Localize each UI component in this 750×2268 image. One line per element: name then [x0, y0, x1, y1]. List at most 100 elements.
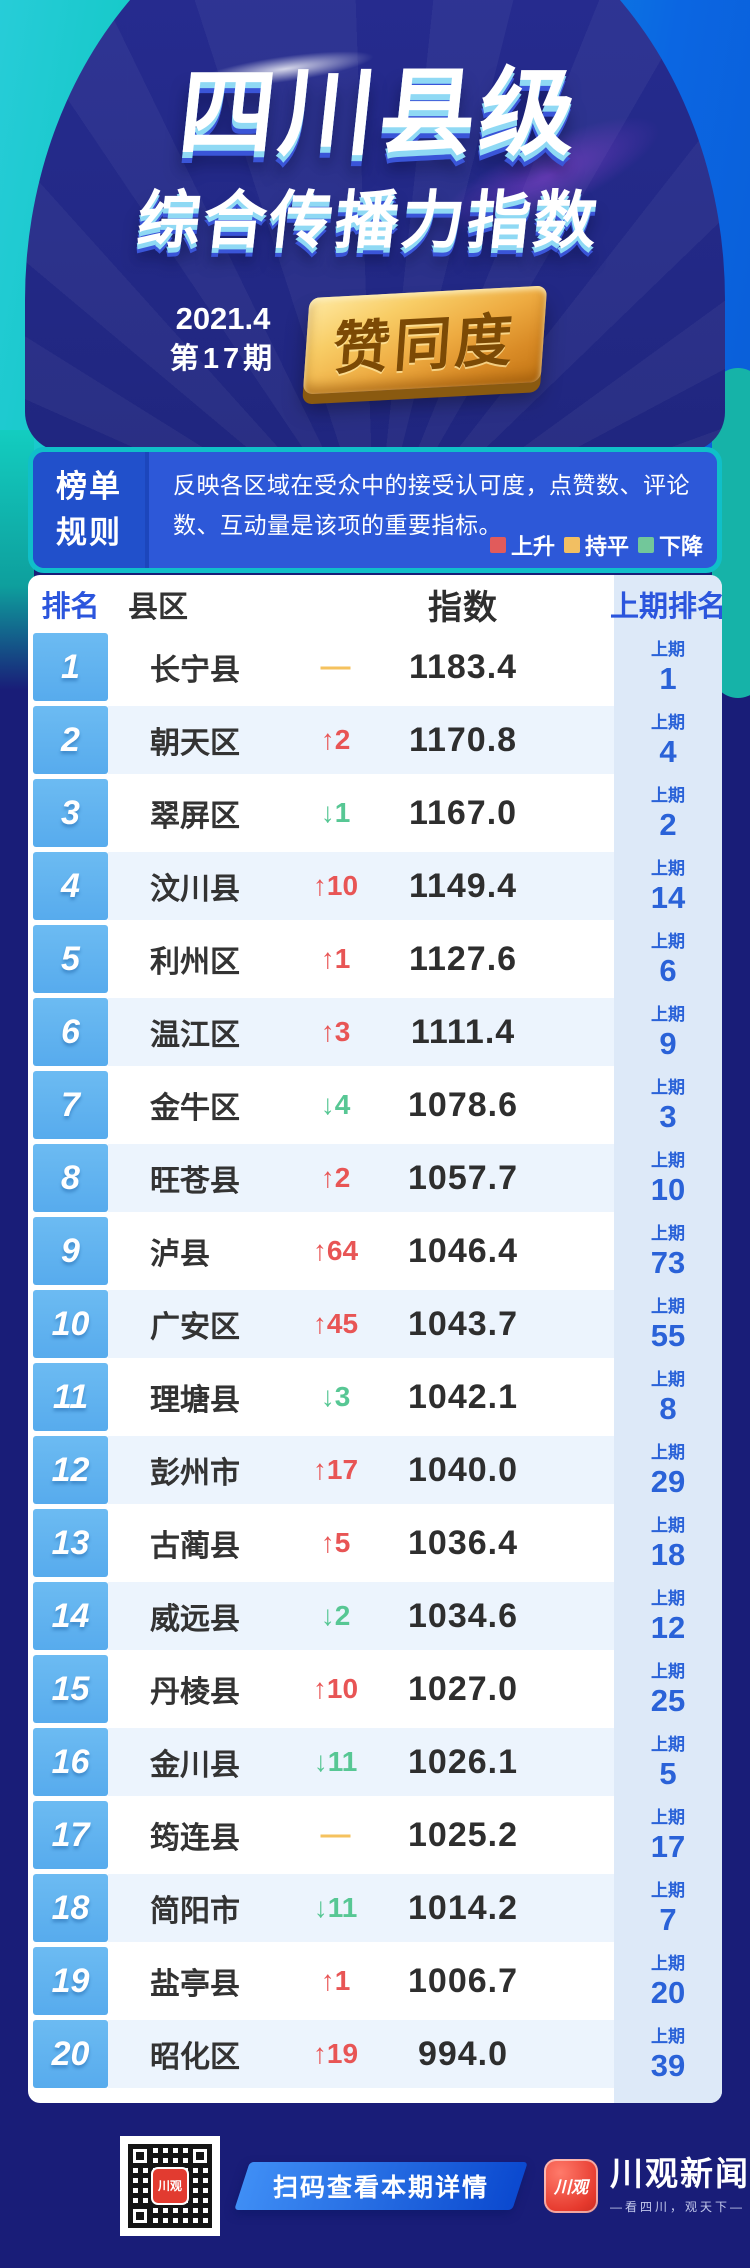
prev-rank-label: 上期	[651, 1880, 685, 1900]
index-value: 1167.0	[408, 793, 518, 832]
prev-rank-label: 上期	[651, 1588, 685, 1608]
county-name: 理塘县	[150, 1384, 240, 1417]
rank-cell: 6	[33, 998, 108, 1066]
prev-rank-value: 17	[650, 1828, 686, 1864]
table-row: 17 筠连县 — 1025.2 上期 17	[28, 1801, 722, 1869]
index-value: 1026.1	[408, 1742, 518, 1781]
change-indicator: ↑3	[320, 1016, 351, 1047]
change-indicator: ↑45	[312, 1308, 359, 1339]
county-name: 昭化区	[150, 2041, 240, 2074]
change-indicator: ↑19	[312, 2038, 359, 2069]
column-header-county: 县区	[128, 591, 188, 624]
row-main: 理塘县 ↓3 1042.1	[108, 1363, 614, 1431]
qr-finder-icon	[128, 2203, 152, 2228]
row-main: 金川县 ↓11 1026.1	[108, 1728, 614, 1796]
index-value: 1149.4	[408, 866, 518, 905]
rank-cell: 12	[33, 1436, 108, 1504]
rank-badge: 20	[33, 2020, 108, 2088]
issue-number: 第17期	[169, 343, 277, 375]
row-main: 泸县 ↑64 1046.4	[108, 1217, 614, 1285]
row-main: 温江区 ↑3 1111.4	[108, 998, 614, 1066]
rank-cell: 7	[33, 1071, 108, 1139]
legend-label: 上升	[510, 534, 555, 559]
prev-rank-label: 上期	[651, 2026, 685, 2046]
row-main: 丹棱县 ↑10 1027.0	[108, 1655, 614, 1723]
issue-date: 2021.4	[175, 301, 271, 336]
rules-label-line1: 榜单	[56, 469, 122, 504]
issue-block: 2021.4 第17期	[148, 303, 298, 374]
prev-rank-label: 上期	[651, 1515, 685, 1535]
rank-cell: 8	[33, 1144, 108, 1212]
change-indicator: ↓2	[320, 1600, 351, 1631]
change-indicator: ↑2	[320, 1162, 351, 1193]
rank-badge: 14	[33, 1582, 108, 1650]
index-value: 1025.2	[408, 1815, 518, 1854]
qr-finder-icon	[128, 2143, 152, 2168]
prev-rank-label: 上期	[651, 1004, 685, 1024]
prev-rank-label: 上期	[651, 931, 685, 951]
row-main: 彭州市 ↑17 1040.0	[108, 1436, 614, 1504]
county-name: 丹棱县	[150, 1676, 240, 1709]
table-row: 5 利州区 ↑1 1127.6 上期 6	[28, 925, 722, 993]
prev-rank-cell: 上期 73	[614, 1217, 722, 1285]
rank-badge: 2	[33, 706, 108, 774]
rules-card: 榜单 规则 反映各区域在受众中的接受认可度，点赞数、评论数、互动量是该项的重要指…	[28, 447, 722, 573]
change-cell: ↑45	[283, 1308, 388, 1340]
change-indicator: ↓4	[320, 1089, 351, 1120]
prev-rank-value: 3	[659, 1098, 677, 1134]
change-cell: ↓3	[283, 1381, 388, 1413]
legend-swatch-icon	[563, 537, 580, 553]
legend-item: 持平	[563, 529, 629, 561]
county-name: 金牛区	[150, 1092, 240, 1125]
prev-rank-value: 25	[650, 1682, 686, 1718]
county-name: 盐亭县	[150, 1968, 240, 2001]
change-cell: ↑1	[283, 1965, 388, 1997]
index-value: 1040.0	[408, 1450, 518, 1489]
rank-badge: 9	[33, 1217, 108, 1285]
change-cell: ↓11	[283, 1892, 388, 1924]
county-name: 温江区	[150, 1019, 240, 1052]
county-name: 旺苍县	[150, 1165, 240, 1198]
rank-cell: 18	[33, 1874, 108, 1942]
county-name: 朝天区	[150, 727, 240, 760]
rank-badge: 17	[33, 1801, 108, 1869]
table-header: 排名 县区 指数 上期排名	[28, 575, 722, 633]
table-row: 15 丹棱县 ↑10 1027.0 上期 25	[28, 1655, 722, 1723]
prev-rank-value: 14	[650, 879, 686, 915]
county-name: 翠屏区	[150, 800, 240, 833]
rank-badge: 16	[33, 1728, 108, 1796]
county-name: 广安区	[150, 1311, 240, 1344]
table-row: 11 理塘县 ↓3 1042.1 上期 8	[28, 1363, 722, 1431]
category-badge-label: 赞同度	[331, 308, 519, 382]
prev-rank-cell: 上期 39	[614, 2020, 722, 2088]
county-name: 汶川县	[150, 873, 240, 906]
change-cell: ↓2	[283, 1600, 388, 1632]
prev-rank-label: 上期	[651, 712, 685, 732]
rank-badge: 12	[33, 1436, 108, 1504]
table-row: 1 长宁县 — 1183.4 上期 1	[28, 633, 722, 701]
table-row: 6 温江区 ↑3 1111.4 上期 9	[28, 998, 722, 1066]
prev-rank-value: 8	[659, 1390, 677, 1426]
prev-rank-cell: 上期 14	[614, 852, 722, 920]
prev-rank-cell: 上期 5	[614, 1728, 722, 1796]
row-main: 旺苍县 ↑2 1057.7	[108, 1144, 614, 1212]
row-main: 简阳市 ↓11 1014.2	[108, 1874, 614, 1942]
change-indicator: ↓3	[320, 1381, 351, 1412]
rank-cell: 2	[33, 706, 108, 774]
table-row: 13 古蔺县 ↑5 1036.4 上期 18	[28, 1509, 722, 1577]
title-block: 四川县级 综合传播力指数	[0, 60, 750, 256]
change-indicator: ↓1	[320, 797, 351, 828]
qr-finder-icon	[188, 2143, 212, 2168]
prev-rank-cell: 上期 17	[614, 1801, 722, 1869]
prev-rank-value: 5	[659, 1755, 677, 1791]
row-main: 广安区 ↑45 1043.7	[108, 1290, 614, 1358]
change-cell: —	[283, 1818, 388, 1852]
change-cell: —	[283, 650, 388, 684]
change-cell: ↑19	[283, 2038, 388, 2070]
prev-rank-cell: 上期 55	[614, 1290, 722, 1358]
prev-rank-label: 上期	[651, 1953, 685, 1973]
index-value: 1036.4	[408, 1523, 518, 1562]
rules-text: 反映各区域在受众中的接受认可度，点赞数、评论数、互动量是该项的重要指标。	[173, 472, 690, 538]
index-value: 1046.4	[408, 1231, 518, 1270]
rules-label-line2: 规则	[56, 515, 122, 550]
